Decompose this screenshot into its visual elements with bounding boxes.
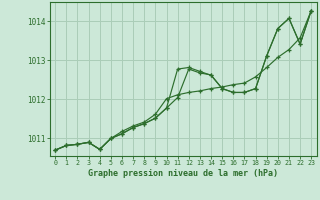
X-axis label: Graphe pression niveau de la mer (hPa): Graphe pression niveau de la mer (hPa) [88,169,278,178]
